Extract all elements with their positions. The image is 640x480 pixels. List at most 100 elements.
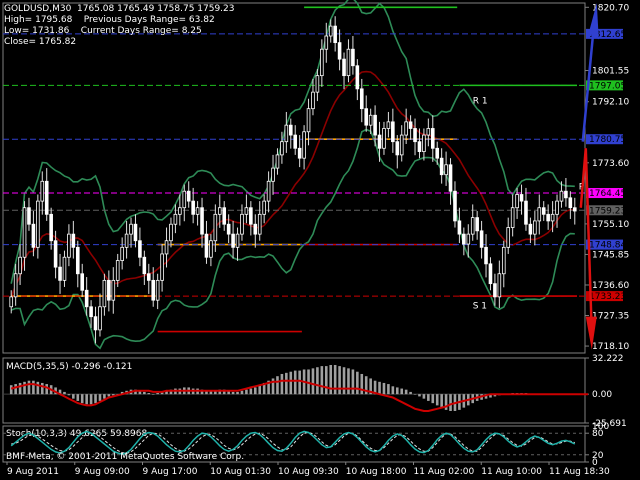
macd-bar: [422, 394, 426, 399]
candle-body: [404, 121, 408, 136]
macd-bar: [147, 393, 151, 395]
price-tick-label: 1792.10: [592, 98, 629, 108]
candle-body: [568, 197, 573, 209]
level-box-resistance: [586, 80, 623, 91]
macd-bar: [63, 391, 66, 395]
x-tick-label: 10 Aug 18:00: [346, 467, 407, 477]
level-box-current: [586, 205, 623, 216]
macd-bar: [293, 370, 297, 395]
candle-body: [9, 296, 14, 308]
candle-body: [22, 207, 27, 258]
candle-body: [84, 289, 89, 308]
x-tick-label: 11 Aug 10:00: [481, 467, 542, 477]
candle-body: [36, 200, 40, 248]
macd-bar: [369, 378, 372, 395]
macd-bar: [85, 394, 88, 405]
macd-bar: [324, 366, 328, 395]
candle-body: [364, 108, 369, 126]
header-line2: High= 1795.68 Previous Days Range= 63.82: [4, 15, 215, 26]
macd-bar: [316, 367, 319, 395]
moving-average-line: [10, 70, 575, 298]
candle-body: [306, 108, 311, 133]
stoch-panel-frame: [2, 425, 586, 463]
level-label-high: 1780.75: [589, 135, 626, 145]
level-label-low: 1748.84: [589, 241, 626, 251]
stoch-tick-label: 80: [592, 429, 604, 439]
macd-bar: [267, 380, 270, 395]
candle-body: [191, 200, 195, 215]
candle-body: [146, 273, 151, 281]
macd-bar: [143, 391, 146, 395]
candle-body: [58, 266, 62, 281]
macd-tick-label: -25.691: [592, 419, 627, 429]
candle-body: [510, 207, 515, 228]
macd-bar: [200, 389, 204, 395]
candle-body: [493, 283, 497, 298]
candle-body: [280, 141, 284, 156]
macd-tick-label: 32.222: [592, 354, 624, 364]
macd-bar: [347, 368, 350, 395]
price-tick-label: 1801.55: [592, 67, 629, 77]
macd-bar: [36, 381, 40, 395]
candle-body: [249, 207, 253, 225]
x-tick-label: 11 Aug 18:30: [549, 467, 610, 477]
macd-title: MACD(5,35,5) -0.296 -0.121: [6, 362, 132, 372]
candle-body: [430, 128, 435, 149]
candle-body: [488, 263, 493, 285]
candle-body: [417, 141, 422, 152]
macd-bar: [364, 376, 368, 395]
candle-body: [262, 200, 266, 215]
candle-body: [49, 213, 53, 242]
macd-bar: [333, 364, 337, 395]
up-arrow-shaft: [581, 16, 597, 142]
candle-body: [173, 213, 178, 225]
macd-bar: [307, 369, 310, 395]
bollinger-lower: [10, 128, 575, 350]
candle-body: [506, 227, 511, 248]
macd-bar: [120, 391, 124, 395]
prev-range-label: Previous Days Range= 63.82: [83, 15, 215, 25]
macd-bar: [262, 382, 266, 395]
candle-body: [328, 25, 333, 37]
x-tick-label: 10 Aug 09:30: [278, 467, 339, 477]
macd-bar: [214, 390, 217, 395]
candle-body: [466, 233, 471, 245]
macd-bar: [378, 381, 381, 395]
stoch-title: Stoch(10,3,3) 49.6265 59.8968: [6, 429, 147, 439]
macd-bar: [72, 394, 75, 399]
level-label-resistance: 1797.05: [589, 81, 626, 91]
macd-bar: [138, 390, 142, 395]
candle-body: [297, 147, 302, 159]
ohlc-values: 1765.08 1765.49 1758.75 1759.23: [77, 4, 235, 14]
candle-body: [160, 253, 164, 281]
macd-bar: [32, 380, 35, 395]
level-box-high: [586, 134, 623, 145]
macd-signal-line: [10, 379, 589, 412]
macd-bar: [351, 369, 355, 395]
level-label-up-target: 1812.65: [589, 30, 626, 40]
price-tick-label: 1736.60: [592, 281, 629, 291]
macd-bar: [484, 394, 488, 399]
macd-bar: [45, 384, 49, 395]
candle-body: [53, 240, 58, 268]
macd-bar: [404, 389, 408, 395]
candle-body: [448, 164, 453, 192]
level-box-up-target: [586, 28, 623, 39]
candle-body: [515, 194, 519, 209]
macd-bar: [329, 364, 333, 395]
candle-body: [453, 190, 457, 222]
candle-body: [27, 207, 31, 225]
copyright-text: BMF-Meta, © 2001-2011 MetaQuotes Softwar…: [6, 452, 244, 462]
candle-body: [31, 223, 36, 248]
candle-body: [226, 223, 231, 235]
candle-body: [200, 207, 204, 235]
candle-body: [213, 213, 218, 242]
candle-body: [311, 91, 315, 110]
macd-bar: [160, 391, 164, 395]
macd-bar: [449, 394, 452, 412]
candle-body: [541, 207, 546, 215]
candle-body: [231, 233, 235, 248]
candle-body: [346, 48, 351, 77]
macd-bar: [245, 389, 248, 395]
